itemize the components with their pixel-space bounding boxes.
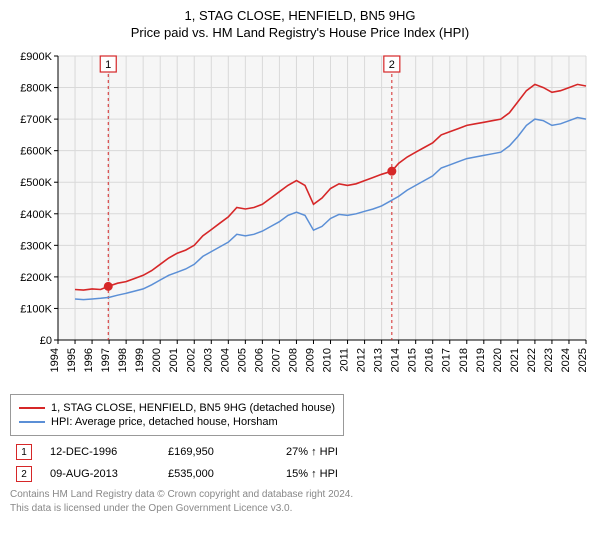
event-marker: 1 xyxy=(16,444,32,460)
svg-text:2002: 2002 xyxy=(185,348,197,372)
svg-text:2009: 2009 xyxy=(304,348,316,372)
svg-text:2000: 2000 xyxy=(151,348,163,372)
legend-swatch xyxy=(19,421,45,423)
svg-text:2008: 2008 xyxy=(287,348,299,372)
legend-label: 1, STAG CLOSE, HENFIELD, BN5 9HG (detach… xyxy=(51,402,335,414)
svg-text:2014: 2014 xyxy=(390,348,402,372)
svg-text:2025: 2025 xyxy=(577,348,589,372)
svg-text:2023: 2023 xyxy=(543,348,555,372)
event-price: £535,000 xyxy=(168,468,268,480)
line-chart: £0 £100K £200K £300K £400K £500K £600K £700K £80… xyxy=(10,48,590,388)
chart-title: 1, STAG CLOSE, HENFIELD, BN5 9HG xyxy=(10,8,590,23)
svg-text:2021: 2021 xyxy=(509,348,521,372)
svg-text:£800K: £800K xyxy=(20,83,52,95)
svg-text:2010: 2010 xyxy=(322,348,334,372)
event-row: 1 12-DEC-1996 £169,950 27% ↑ HPI xyxy=(16,444,590,460)
svg-text:2003: 2003 xyxy=(202,348,214,372)
svg-text:2018: 2018 xyxy=(458,348,470,372)
legend: 1, STAG CLOSE, HENFIELD, BN5 9HG (detach… xyxy=(10,394,344,436)
svg-text:£100K: £100K xyxy=(20,303,52,315)
svg-text:2012: 2012 xyxy=(356,348,368,372)
svg-text:£700K: £700K xyxy=(20,114,52,126)
legend-swatch xyxy=(19,407,45,409)
svg-text:2019: 2019 xyxy=(475,348,487,372)
svg-text:2015: 2015 xyxy=(407,348,419,372)
legend-item: 1, STAG CLOSE, HENFIELD, BN5 9HG (detach… xyxy=(19,402,335,414)
svg-text:£200K: £200K xyxy=(20,272,52,284)
svg-text:£0: £0 xyxy=(40,335,52,347)
svg-text:2006: 2006 xyxy=(253,348,265,372)
svg-text:1995: 1995 xyxy=(66,348,78,372)
svg-text:2016: 2016 xyxy=(424,348,436,372)
event-price: £169,950 xyxy=(168,446,268,458)
footnote-line-1: Contains HM Land Registry data © Crown c… xyxy=(10,488,590,502)
footnote-line-2: This data is licensed under the Open Gov… xyxy=(10,502,590,516)
legend-label: HPI: Average price, detached house, Hors… xyxy=(51,416,278,428)
svg-text:1: 1 xyxy=(105,59,111,71)
svg-text:1999: 1999 xyxy=(134,348,146,372)
svg-text:1996: 1996 xyxy=(83,348,95,372)
event-date: 12-DEC-1996 xyxy=(50,446,150,458)
svg-text:£600K: £600K xyxy=(20,146,52,158)
svg-text:2022: 2022 xyxy=(526,348,538,372)
svg-text:£300K: £300K xyxy=(20,240,52,252)
event-row: 2 09-AUG-2013 £535,000 15% ↑ HPI xyxy=(16,466,590,482)
svg-text:2: 2 xyxy=(389,59,395,71)
svg-text:2004: 2004 xyxy=(219,348,231,372)
legend-item: HPI: Average price, detached house, Hors… xyxy=(19,416,335,428)
svg-text:£900K: £900K xyxy=(20,51,52,63)
svg-text:2011: 2011 xyxy=(339,348,351,372)
svg-text:1998: 1998 xyxy=(117,348,129,372)
svg-text:2017: 2017 xyxy=(441,348,453,372)
svg-text:1994: 1994 xyxy=(49,348,61,372)
event-date: 09-AUG-2013 xyxy=(50,468,150,480)
chart-area: £0 £100K £200K £300K £400K £500K £600K £700K £80… xyxy=(10,48,590,388)
svg-text:£500K: £500K xyxy=(20,177,52,189)
svg-text:2024: 2024 xyxy=(560,348,572,372)
svg-text:2005: 2005 xyxy=(236,348,248,372)
svg-text:£400K: £400K xyxy=(20,209,52,221)
event-delta: 27% ↑ HPI xyxy=(286,446,386,458)
event-table: 1 12-DEC-1996 £169,950 27% ↑ HPI 2 09-AUG-201… xyxy=(10,444,590,482)
event-marker: 2 xyxy=(16,466,32,482)
svg-text:2020: 2020 xyxy=(492,348,504,372)
footnote: Contains HM Land Registry data © Crown c… xyxy=(10,488,590,515)
svg-text:2013: 2013 xyxy=(373,348,385,372)
svg-text:1997: 1997 xyxy=(100,348,112,372)
chart-subtitle: Price paid vs. HM Land Registry's House … xyxy=(10,25,590,40)
svg-text:2001: 2001 xyxy=(168,348,180,372)
svg-text:2007: 2007 xyxy=(270,348,282,372)
event-delta: 15% ↑ HPI xyxy=(286,468,386,480)
